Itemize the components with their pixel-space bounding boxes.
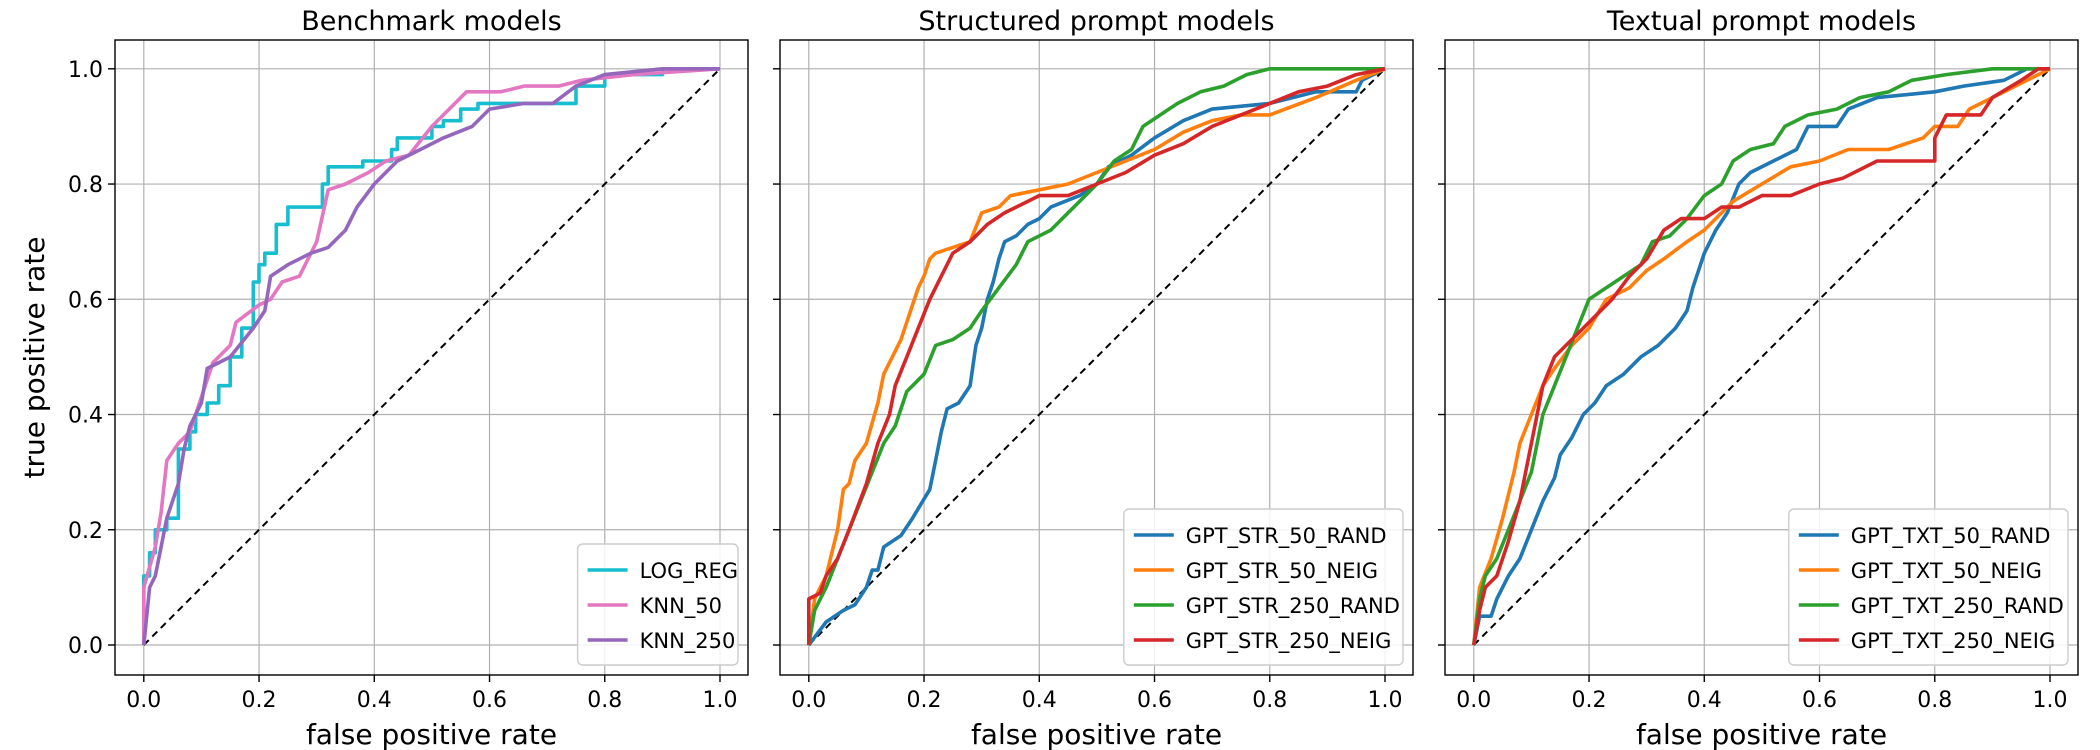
x-tick-label: 0.0 (126, 688, 161, 713)
legend-label: LOG_REG (640, 559, 738, 584)
y-tick-label: 0.4 (68, 404, 103, 429)
panel-title: Structured prompt models (918, 6, 1274, 37)
x-tick-label: 1.0 (2033, 688, 2068, 713)
x-tick-label: 0.2 (907, 688, 942, 713)
legend-label: GPT_STR_250_NEIG (1186, 629, 1392, 654)
x-tick-label: 0.6 (1137, 688, 1172, 713)
legend: LOG_REG KNN_50 KNN_250 (576, 543, 739, 666)
x-tick-label: 0.8 (587, 688, 622, 713)
y-tick-label: 0.0 (68, 634, 103, 659)
x-tick-label: 0.2 (1572, 688, 1607, 713)
y-tick-label: 0.2 (68, 519, 103, 544)
roc-curve-log-reg (142, 67, 720, 645)
legend-label: GPT_TXT_250_NEIG (1851, 629, 2055, 654)
panel-textual-prompt-models: 0.0 0.2 0.4 0.6 0.8 1.0 Textual prompt models f… (1438, 6, 2079, 750)
legend: GPT_TXT_50_RAND GPT_TXT_50_NEIG GPT_TXT_25… (1788, 508, 2069, 666)
panel-title: Textual prompt models (1606, 6, 1916, 37)
legend-box (1788, 508, 2069, 666)
panel-benchmark-models: 0.0 0.2 0.4 0.6 0.8 1.0 0.0 0.2 0.4 0.6 0.8 1.0 Benc… (18, 6, 749, 750)
x-tick-label: 1.0 (1368, 688, 1403, 713)
roc-curve-knn-50 (142, 67, 721, 645)
y-axis-label: true positive rate (18, 237, 51, 479)
panel-structured-prompt-models: 0.0 0.2 0.4 0.6 0.8 1.0 Structured prompt mode… (773, 6, 1414, 750)
x-tick-label: 0.2 (242, 688, 277, 713)
chance-diagonal (1473, 68, 2051, 646)
legend: GPT_STR_50_RAND GPT_STR_50_NEIG GPT_STR_25… (1123, 508, 1404, 666)
y-tick-label: 1.0 (68, 58, 103, 83)
roc-curve-knn-250 (142, 67, 720, 646)
axes-frame (1444, 39, 2079, 676)
axes-frame (114, 39, 749, 676)
x-tick-label: 0.6 (472, 688, 507, 713)
legend-label: GPT_TXT_50_RAND (1851, 524, 2051, 549)
roc-curve-gpt-str-50-rand (807, 67, 1386, 647)
roc-curve-gpt-txt-50-rand (1472, 67, 2050, 646)
legend-label: GPT_STR_50_NEIG (1186, 559, 1378, 584)
x-axis-label: false positive rate (306, 718, 557, 750)
legend-label: KNN_50 (640, 594, 722, 619)
x-tick-label: 0.8 (1917, 688, 1952, 713)
chance-diagonal (143, 68, 721, 646)
roc-curve-gpt-str-50-neig (807, 67, 1386, 646)
legend-label: GPT_STR_250_RAND (1186, 594, 1400, 619)
legend-box (576, 543, 739, 666)
x-tick-label: 0.6 (1802, 688, 1837, 713)
x-tick-label: 0.8 (1252, 688, 1287, 713)
chance-diagonal (808, 68, 1386, 646)
x-tick-label: 0.4 (357, 688, 392, 713)
y-tick-label: 0.6 (68, 288, 103, 313)
panel-title: Benchmark models (301, 6, 562, 37)
legend-label: KNN_250 (640, 629, 736, 654)
x-tick-label: 1.0 (703, 688, 738, 713)
y-tick-label: 0.8 (68, 173, 103, 198)
x-tick-label: 0.0 (1456, 688, 1491, 713)
x-axis-label: false positive rate (1636, 718, 1887, 750)
x-tick-label: 0.0 (791, 688, 826, 713)
x-tick-label: 0.4 (1022, 688, 1057, 713)
legend-label: GPT_TXT_250_RAND (1851, 594, 2064, 619)
axes-frame (779, 39, 1414, 676)
legend-box (1123, 508, 1404, 666)
x-axis-label: false positive rate (971, 718, 1222, 750)
roc-curve-gpt-str-250-neig (807, 67, 1386, 645)
legend-label: GPT_STR_50_RAND (1186, 524, 1387, 549)
roc-curve-gpt-txt-250-neig (1472, 67, 2050, 646)
x-tick-label: 0.4 (1687, 688, 1722, 713)
legend-label: GPT_TXT_50_NEIG (1851, 559, 2042, 584)
